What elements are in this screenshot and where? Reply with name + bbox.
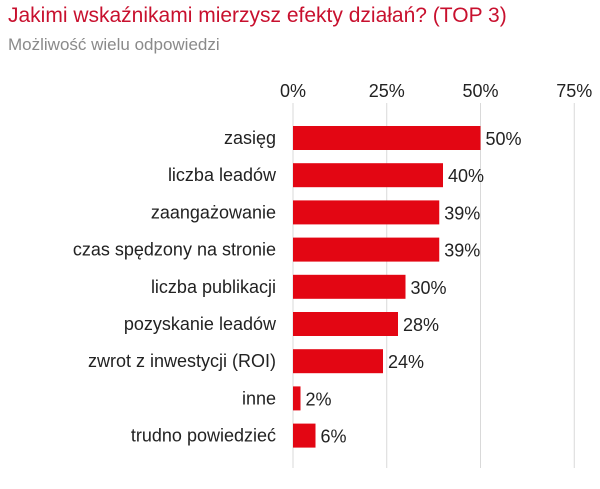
bar xyxy=(293,349,383,374)
value-label: 39% xyxy=(444,241,480,261)
bar xyxy=(293,200,440,225)
value-label: 30% xyxy=(411,278,447,298)
chart-title: Jakimi wskaźnikami mierzysz efekty dział… xyxy=(8,4,507,27)
value-label: 24% xyxy=(388,352,424,372)
value-label: 39% xyxy=(444,203,480,223)
category-label: zasięg xyxy=(224,128,276,148)
category-label: zaangażowanie xyxy=(151,202,276,222)
x-tick-label: 75% xyxy=(556,81,592,101)
category-label: inne xyxy=(242,388,276,408)
category-label: liczba leadów xyxy=(168,165,277,185)
category-label: trudno powiedzieć xyxy=(131,426,276,446)
value-label: 50% xyxy=(486,129,522,149)
value-label: 6% xyxy=(321,427,347,447)
bar xyxy=(293,126,481,150)
bar xyxy=(293,312,398,336)
value-label: 28% xyxy=(403,315,439,335)
chart-subtitle: Możliwość wielu odpowiedzi xyxy=(8,35,220,54)
bar xyxy=(293,163,443,188)
bar xyxy=(293,237,440,262)
category-label: liczba publikacji xyxy=(151,277,276,297)
value-label: 40% xyxy=(448,166,484,186)
bar xyxy=(293,386,301,411)
bar xyxy=(293,274,406,299)
category-label: pozyskanie leadów xyxy=(124,314,277,334)
x-tick-label: 50% xyxy=(462,81,498,101)
bar xyxy=(293,423,316,448)
x-tick-label: 25% xyxy=(369,81,405,101)
category-label: czas spędzony na stronie xyxy=(73,240,276,260)
category-label: zwrot z inwestycji (ROI) xyxy=(88,351,276,371)
value-label: 2% xyxy=(306,389,332,409)
x-tick-label: 0% xyxy=(280,81,306,101)
